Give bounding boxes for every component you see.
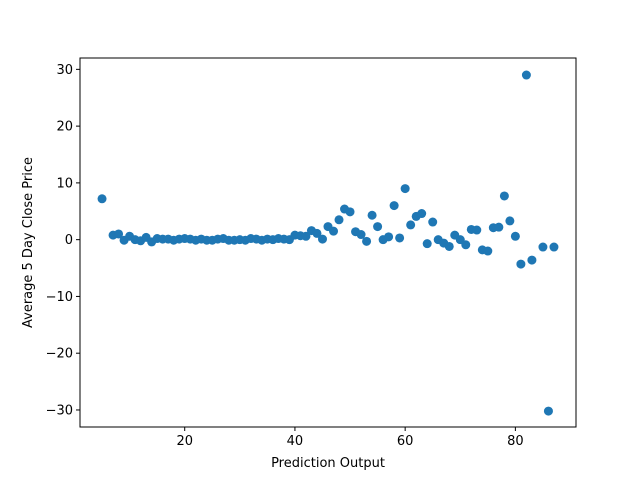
data-point (543, 406, 553, 416)
x-axis-label: Prediction Output (271, 456, 385, 471)
y-tick-label: −10 (46, 290, 73, 305)
plot-area-frame (79, 57, 577, 428)
x-tick-label: 60 (397, 434, 414, 449)
data-point (422, 239, 432, 249)
data-point (312, 228, 322, 238)
data-point (114, 229, 124, 239)
data-point (400, 184, 410, 194)
y-tick-label: −20 (46, 347, 73, 362)
y-tick-label: 10 (56, 176, 73, 191)
data-point (494, 222, 504, 232)
data-point (384, 232, 394, 242)
data-point (538, 242, 548, 252)
data-points (97, 70, 559, 416)
data-point (317, 234, 327, 244)
data-point (549, 242, 559, 252)
data-point (505, 216, 515, 226)
x-tick-label: 40 (287, 434, 304, 449)
data-point (367, 210, 377, 220)
data-point (521, 70, 531, 80)
x-tick-label: 20 (176, 434, 193, 449)
y-axis-label: Average 5 Day Close Price (21, 157, 36, 328)
y-tick-label: 30 (56, 63, 73, 78)
y-tick-label: −30 (46, 403, 73, 418)
data-point (461, 240, 471, 250)
data-point (406, 220, 416, 230)
data-point (362, 236, 372, 246)
y-tick-label: 20 (56, 120, 73, 135)
data-point (356, 230, 366, 240)
data-point (334, 215, 344, 225)
y-axis-ticks: −30 −20 −10 0 10 20 30 (46, 63, 80, 418)
data-point (510, 231, 520, 241)
data-point (395, 233, 405, 243)
data-point (499, 191, 509, 201)
data-point (527, 255, 537, 265)
data-point (483, 246, 493, 256)
data-point (428, 217, 438, 227)
y-tick-label: 0 (65, 233, 73, 248)
data-point (345, 207, 355, 217)
data-point (516, 259, 526, 269)
data-point (389, 201, 399, 211)
data-point (373, 222, 383, 232)
data-point (301, 231, 311, 241)
x-axis-ticks: 20 40 60 80 (176, 427, 524, 449)
data-point (472, 225, 482, 235)
data-point (417, 209, 427, 219)
data-point (97, 194, 107, 204)
data-point (444, 241, 454, 251)
x-tick-label: 80 (507, 434, 524, 449)
data-point (329, 226, 339, 236)
